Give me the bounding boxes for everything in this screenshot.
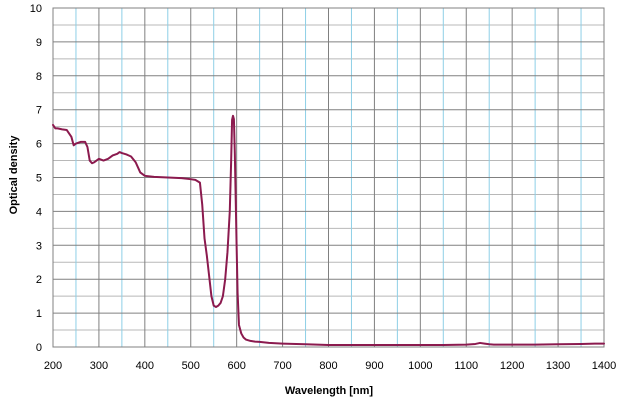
x-tick-label: 1100 [454, 360, 478, 372]
y-tick-label: 5 [36, 173, 42, 185]
y-tick-label: 8 [36, 71, 42, 83]
y-tick-label: 0 [36, 342, 42, 354]
y-tick-label: 7 [36, 105, 42, 117]
x-tick-label: 200 [44, 360, 62, 372]
x-tick-label: 600 [227, 360, 245, 372]
plot-area-frame [52, 7, 605, 348]
x-tick-label: 1400 [592, 360, 616, 372]
x-tick-label: 900 [365, 360, 383, 372]
y-tick-label: 2 [36, 274, 42, 286]
series-layer [52, 114, 605, 346]
y-tick-label: 6 [36, 139, 42, 151]
optical-density-series-line [52, 114, 605, 346]
x-tick-label: 400 [136, 360, 154, 372]
y-axis-tick-labels: 0 1 2 3 4 5 6 7 8 9 10 [30, 3, 42, 354]
x-tick-label: 1000 [408, 360, 432, 372]
x-axis-title: Wavelength [nm] [285, 385, 374, 397]
y-tick-label: 4 [36, 206, 42, 218]
x-tick-label: 500 [182, 360, 200, 372]
x-tick-label: 1300 [546, 360, 570, 372]
x-tick-label: 300 [90, 360, 108, 372]
x-tick-label: 700 [273, 360, 291, 372]
y-tick-label: 1 [36, 308, 42, 320]
y-axis-title: Optical density [8, 135, 20, 215]
y-tick-label: 10 [30, 3, 42, 15]
x-tick-label: 800 [319, 360, 337, 372]
y-tick-label: 9 [36, 37, 42, 49]
x-tick-label: 1200 [500, 360, 524, 372]
x-axis-tick-labels: 200 300 400 500 600 700 800 900 1000 1100 1200 1300… [44, 360, 616, 372]
y-tick-label: 3 [36, 240, 42, 252]
